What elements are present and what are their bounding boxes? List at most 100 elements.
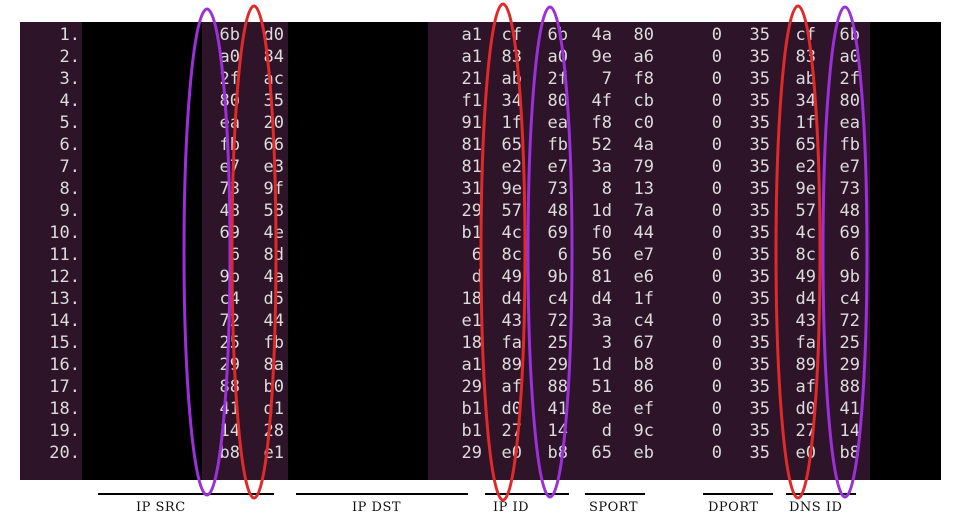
sport-hi: 8	[601, 179, 612, 199]
dns-id-hi: 8c	[795, 245, 816, 265]
sport-hi: 3	[601, 333, 612, 353]
dns-id-hi: 49	[795, 267, 816, 287]
dns-id-hi: 57	[795, 201, 816, 221]
dns-id-lo: 88	[839, 377, 860, 397]
ip-src-byte-3: 69	[219, 223, 240, 243]
ip-id-hi: 9e	[501, 179, 522, 199]
dport-lo: 35	[749, 25, 770, 45]
ip-id-hi: d4	[501, 289, 522, 309]
dns-id-hi: 9e	[795, 179, 816, 199]
ip-id-lo: 41	[547, 399, 568, 419]
dport-hi: 0	[711, 179, 722, 199]
row-number: 13.	[49, 289, 80, 309]
sport-hi: f8	[591, 113, 612, 133]
ip-id-lo: 6b	[547, 25, 568, 45]
table-row: 16. 29 8a a1 89 29 1d b8 0 35 89 29	[20, 354, 941, 376]
dns-id-lo: fb	[839, 135, 860, 155]
ip-src-byte-4: 4a	[263, 267, 284, 287]
sport-lo: 4a	[633, 135, 654, 155]
ip-id-hi: 89	[501, 355, 522, 375]
dns-id-lo: e7	[839, 157, 860, 177]
sport-hi: 7	[601, 69, 612, 89]
dns-id-lo: 25	[839, 333, 860, 353]
label-ip-src: IP SRC	[136, 500, 186, 515]
ip-src-byte-3: 41	[219, 399, 240, 419]
table-row: 19. 14 28 b1 27 14 d 9c 0 35 27 14	[20, 420, 941, 442]
ip-id-lo: 48	[547, 201, 568, 221]
sport-hi: 1d	[591, 355, 612, 375]
ip-id-lo: 88	[547, 377, 568, 397]
ip-dst-byte: b1	[461, 223, 482, 243]
dport-hi: 0	[711, 333, 722, 353]
dport-hi: 0	[711, 245, 722, 265]
dns-id-lo: ea	[839, 113, 860, 133]
dport-lo: 35	[749, 333, 770, 353]
ip-src-byte-3: 88	[219, 377, 240, 397]
row-number: 19.	[49, 421, 80, 441]
ip-dst-byte: 18	[461, 333, 482, 353]
sport-lo: 79	[633, 157, 654, 177]
dns-id-hi: ab	[795, 69, 816, 89]
ip-id-hi: e2	[501, 157, 522, 177]
sport-hi: 9e	[591, 47, 612, 67]
ip-id-hi: ab	[501, 69, 522, 89]
table-row: 17. 88 b0 29 af 88 51 86 0 35 af 88	[20, 376, 941, 398]
ip-src-byte-3: 80	[219, 91, 240, 111]
ip-src-byte-3: c4	[219, 289, 240, 309]
dport-lo: 35	[749, 245, 770, 265]
ip-id-lo: ea	[547, 113, 568, 133]
ip-id-hi: 8c	[501, 245, 522, 265]
sport-lo: 9c	[633, 421, 654, 441]
ip-src-byte-3: fb	[219, 135, 240, 155]
label-sport: SPORT	[589, 500, 639, 515]
ip-dst-byte: 29	[461, 443, 482, 463]
table-row: 1. 6b d0 a1 cf 6b 4a 80 0 35 cf 6b	[20, 24, 941, 46]
row-number: 10.	[49, 223, 80, 243]
ip-id-lo: 2f	[547, 69, 568, 89]
row-number: 1.	[59, 25, 80, 45]
dport-lo: 35	[749, 91, 770, 111]
ip-src-byte-4: e1	[263, 443, 284, 463]
ip-id-lo: 14	[547, 421, 568, 441]
ip-src-byte-4: 4e	[263, 223, 284, 243]
label-ip-dst: IP DST	[352, 500, 402, 515]
ip-id-lo: 73	[547, 179, 568, 199]
dport-hi: 0	[711, 113, 722, 133]
ip-src-byte-4: 44	[263, 311, 284, 331]
ip-id-lo: 69	[547, 223, 568, 243]
row-number: 6.	[59, 135, 80, 155]
table-row: 14. 72 44 e1 43 72 3a c4 0 35 43 72	[20, 310, 941, 332]
dport-lo: 35	[749, 355, 770, 375]
ip-dst-byte: a1	[461, 25, 482, 45]
sport-hi: 3a	[591, 311, 612, 331]
dport-hi: 0	[711, 421, 722, 441]
ip-src-byte-4: e3	[263, 157, 284, 177]
dport-lo: 35	[749, 201, 770, 221]
dport-lo: 35	[749, 157, 770, 177]
dport-lo: 35	[749, 47, 770, 67]
dport-hi: 0	[711, 443, 722, 463]
row-number: 4.	[59, 91, 80, 111]
dns-id-hi: d4	[795, 289, 816, 309]
table-row: 3. 2f ac 21 ab 2f 7 f8 0 35 ab 2f	[20, 68, 941, 90]
ip-src-byte-3: 48	[219, 201, 240, 221]
dport-hi: 0	[711, 25, 722, 45]
sport-underline	[585, 493, 645, 495]
ip-src-byte-4: b0	[263, 377, 284, 397]
ip-id-hi: cf	[501, 25, 522, 45]
sport-hi: 56	[591, 245, 612, 265]
sport-hi: d4	[591, 289, 612, 309]
ip-dst-byte: b1	[461, 399, 482, 419]
dns-id-underline	[786, 493, 856, 495]
ip-dst-byte: 81	[461, 135, 482, 155]
row-number: 8.	[59, 179, 80, 199]
ip-id-hi: 34	[501, 91, 522, 111]
dns-id-lo: 6	[849, 245, 860, 265]
ip-id-hi: 27	[501, 421, 522, 441]
ip-id-hi: 83	[501, 47, 522, 67]
dns-id-hi: 89	[795, 355, 816, 375]
ip-src-byte-3: e7	[219, 157, 240, 177]
dport-hi: 0	[711, 289, 722, 309]
dns-id-lo: 2f	[839, 69, 860, 89]
ip-id-lo: fb	[547, 135, 568, 155]
